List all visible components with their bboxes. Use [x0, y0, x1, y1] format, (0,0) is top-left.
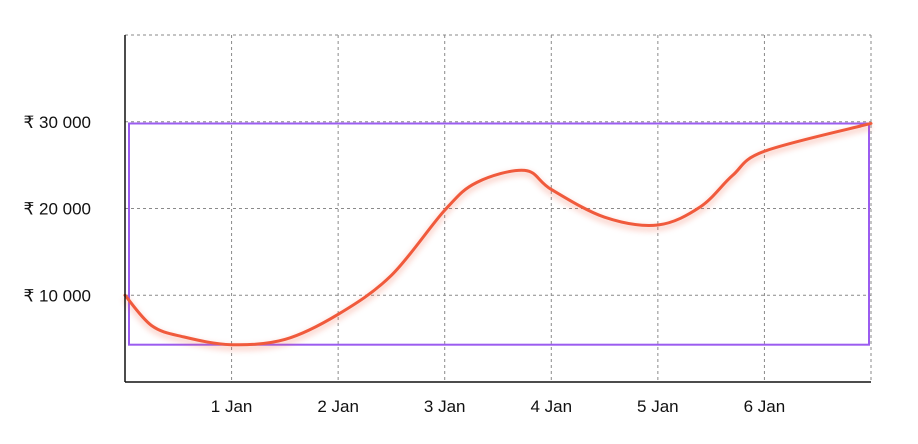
y-axis-labels: ₹ 10 000 ₹ 20 000 ₹ 30 000	[23, 113, 91, 306]
y-tick-label: ₹ 30 000	[23, 113, 91, 132]
x-tick-label: 1 Jan	[211, 397, 253, 416]
x-tick-label: 5 Jan	[637, 397, 679, 416]
x-axis-labels: 1 Jan 2 Jan 3 Jan 4 Jan 5 Jan 6 Jan	[211, 397, 785, 416]
y-tick-label: ₹ 20 000	[23, 200, 91, 219]
x-tick-label: 6 Jan	[744, 397, 786, 416]
series-layer	[122, 121, 873, 351]
series-line-shadow-1	[122, 123, 872, 351]
series-line-1	[123, 121, 873, 347]
highlight-range-rect	[128, 122, 870, 346]
x-tick-label: 2 Jan	[317, 397, 359, 416]
y-tick-label: ₹ 10 000	[23, 286, 91, 305]
x-tick-label: 4 Jan	[530, 397, 572, 416]
highlight-layer	[128, 122, 870, 346]
grid	[125, 34, 872, 382]
axes	[124, 35, 871, 383]
x-tick-label: 3 Jan	[424, 397, 466, 416]
